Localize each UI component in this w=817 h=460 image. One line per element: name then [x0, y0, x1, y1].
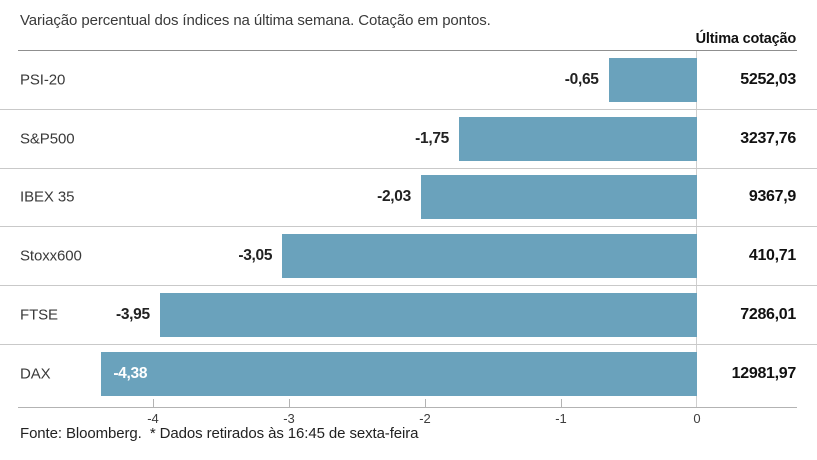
value-label: -3,05 [238, 247, 273, 265]
value-label: -1,75 [415, 129, 449, 147]
header-divider [18, 50, 797, 51]
index-label: Stoxx600 [20, 247, 82, 265]
bar [459, 116, 697, 161]
last-quote-value: 5252,03 [740, 70, 796, 88]
index-label: FTSE [20, 306, 58, 324]
last-quote-value: 3237,76 [740, 129, 796, 147]
last-quote-value: 9367,9 [748, 188, 796, 206]
x-tick-label: -3 [283, 411, 295, 426]
bar [159, 293, 697, 338]
x-tick-mark [425, 399, 426, 407]
bar [101, 352, 697, 397]
last-quote-column-header: Última cotação [695, 31, 797, 47]
bar [420, 175, 697, 220]
x-axis-line [18, 407, 797, 408]
index-label: PSI-20 [20, 71, 66, 89]
x-tick-label: -2 [419, 411, 431, 426]
value-label: -0,65 [564, 70, 599, 88]
x-tick-label: -1 [555, 411, 567, 426]
value-label: -3,95 [115, 306, 150, 324]
value-label: -4,38 [113, 365, 148, 383]
chart-title: Variação percentual dos índices na últim… [20, 12, 491, 29]
bar [282, 234, 697, 279]
index-label: S&P500 [20, 130, 75, 148]
index-label: DAX [20, 365, 51, 383]
chart-row: S&P500 -1,75 3237,76 [0, 110, 817, 169]
index-label: IBEX 35 [20, 188, 75, 206]
x-tick-label: 0 [693, 411, 701, 426]
x-tick-mark [561, 399, 562, 407]
bar [608, 57, 697, 102]
last-quote-value: 410,71 [748, 247, 796, 265]
x-tick-mark [289, 399, 290, 407]
zero-baseline [696, 51, 697, 407]
chart-row: IBEX 35 -2,03 9367,9 [0, 169, 817, 228]
x-tick-label: -4 [147, 411, 159, 426]
chart-row: Stoxx600 -3,05 410,71 [0, 227, 817, 287]
x-tick-mark [153, 399, 154, 407]
chart-row: FTSE -3,95 7286,01 [0, 286, 817, 345]
value-label: -2,03 [377, 188, 411, 206]
chart-row: DAX -4,38 12981,97 [0, 345, 817, 404]
last-quote-value: 12981,97 [731, 365, 797, 383]
chart-row: PSI-20 -0,65 5252,03 [0, 51, 817, 110]
source-note: Fonte: Bloomberg. * Dados retirados às 1… [20, 425, 419, 442]
last-quote-value: 7286,01 [740, 306, 796, 324]
